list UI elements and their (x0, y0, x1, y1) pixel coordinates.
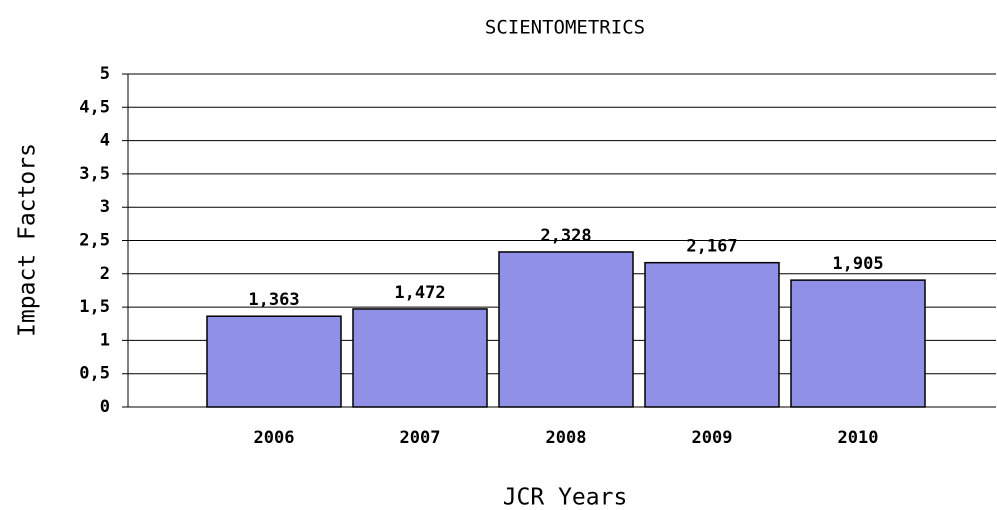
y-tick-label: 4 (100, 131, 110, 151)
data-label: 2,328 (540, 226, 591, 246)
y-tick-label: 1 (100, 330, 110, 350)
x-tick-label: 2007 (400, 428, 441, 448)
data-label: 1,472 (394, 283, 445, 303)
y-tick-label: 0 (100, 397, 110, 417)
x-axis-label: JCR Years (503, 485, 628, 510)
bar (498, 251, 634, 408)
y-tick-label: 5 (100, 64, 110, 84)
bar (206, 315, 342, 408)
bar (352, 308, 488, 408)
y-tick-label: 0,5 (79, 364, 110, 384)
y-tick-label: 1,5 (79, 297, 110, 317)
y-axis-label: Impact Factors (15, 143, 41, 337)
y-tick-label: 2,5 (79, 231, 110, 251)
y-tick-label: 4,5 (79, 97, 110, 117)
y-tick-label: 3,5 (79, 164, 110, 184)
x-tick-label: 2010 (838, 428, 879, 448)
data-label: 1,363 (248, 290, 299, 310)
x-tick-label: 2009 (692, 428, 733, 448)
x-tick-label: 2006 (254, 428, 295, 448)
x-tick-label: 2008 (546, 428, 587, 448)
data-label: 1,905 (832, 254, 883, 274)
y-tick-label: 2 (100, 264, 110, 284)
bar (644, 261, 780, 408)
y-tick-label: 3 (100, 197, 110, 217)
chart-title: SCIENTOMETRICS (485, 17, 645, 39)
data-label: 2,167 (686, 237, 737, 257)
bar (790, 279, 926, 408)
